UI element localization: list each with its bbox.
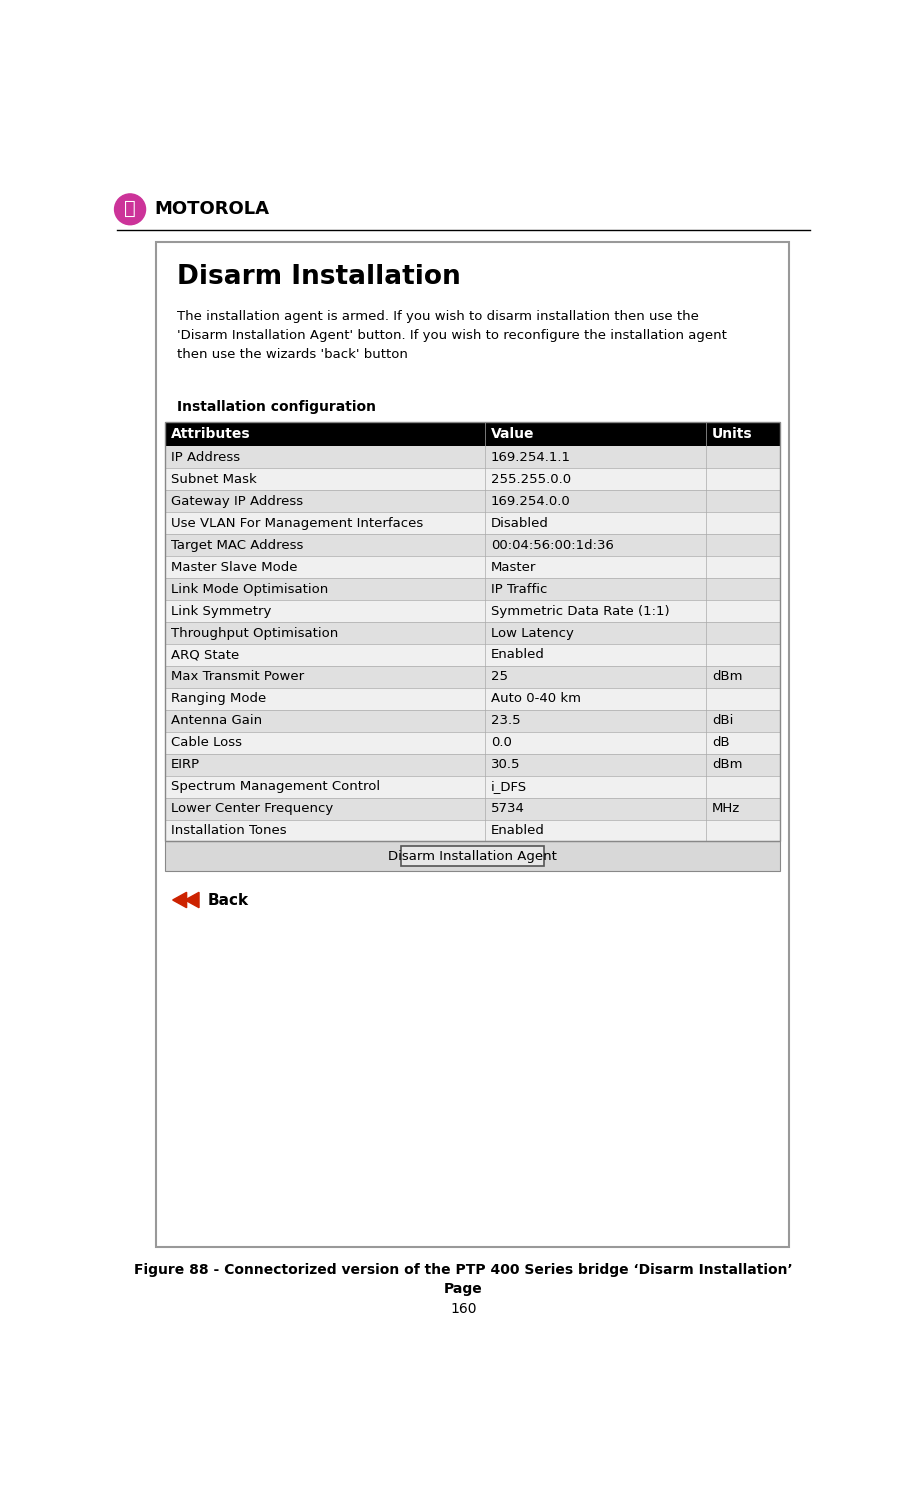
- Text: Lower Center Frequency: Lower Center Frequency: [171, 802, 333, 816]
- Bar: [164, 578, 778, 601]
- Text: Installation configuration: Installation configuration: [177, 400, 376, 414]
- Text: Cable Loss: Cable Loss: [171, 737, 242, 748]
- Text: 160: 160: [450, 1301, 476, 1316]
- Circle shape: [115, 194, 145, 224]
- Text: Units: Units: [712, 427, 751, 441]
- Text: Value: Value: [490, 427, 534, 441]
- Polygon shape: [185, 892, 199, 908]
- Text: Disabled: Disabled: [490, 517, 548, 530]
- Text: Ranging Mode: Ranging Mode: [171, 692, 266, 705]
- Text: IP Address: IP Address: [171, 451, 240, 465]
- Text: 169.254.1.1: 169.254.1.1: [490, 451, 570, 465]
- Bar: [155, 242, 788, 1246]
- Bar: [164, 601, 778, 622]
- Text: dBm: dBm: [712, 671, 741, 683]
- Text: Low Latency: Low Latency: [490, 626, 573, 639]
- Text: dBi: dBi: [712, 714, 732, 728]
- Text: Max Transmit Power: Max Transmit Power: [171, 671, 304, 683]
- Text: Back: Back: [208, 892, 248, 907]
- Text: Enabled: Enabled: [490, 648, 544, 662]
- Text: IP Traffic: IP Traffic: [490, 583, 546, 596]
- Polygon shape: [172, 892, 186, 908]
- Text: dB: dB: [712, 737, 729, 748]
- Bar: [164, 421, 778, 447]
- Text: Installation Tones: Installation Tones: [171, 825, 286, 837]
- Text: Enabled: Enabled: [490, 825, 544, 837]
- Bar: [400, 846, 544, 867]
- Text: Target MAC Address: Target MAC Address: [171, 539, 303, 551]
- Bar: [164, 512, 778, 535]
- Bar: [164, 644, 778, 666]
- Text: Master Slave Mode: Master Slave Mode: [171, 560, 297, 574]
- Text: Symmetric Data Rate (1:1): Symmetric Data Rate (1:1): [490, 605, 668, 617]
- Bar: [164, 535, 778, 556]
- Bar: [164, 798, 778, 820]
- Text: 25: 25: [490, 671, 507, 683]
- Text: MOTOROLA: MOTOROLA: [154, 200, 270, 218]
- Bar: [164, 732, 778, 753]
- Bar: [164, 556, 778, 578]
- Bar: [164, 820, 778, 841]
- Bar: [164, 666, 778, 687]
- Text: Disarm Installation Agent: Disarm Installation Agent: [387, 850, 556, 862]
- Text: Auto 0-40 km: Auto 0-40 km: [490, 692, 580, 705]
- Text: Throughput Optimisation: Throughput Optimisation: [171, 626, 338, 639]
- Bar: [164, 710, 778, 732]
- Bar: [164, 687, 778, 710]
- Bar: [164, 421, 778, 841]
- Bar: [164, 447, 778, 469]
- Bar: [164, 622, 778, 644]
- Bar: [164, 841, 778, 871]
- Text: Subnet Mask: Subnet Mask: [171, 474, 256, 486]
- Bar: [164, 490, 778, 512]
- Text: 169.254.0.0: 169.254.0.0: [490, 495, 570, 508]
- Text: 255.255.0.0: 255.255.0.0: [490, 474, 570, 486]
- Text: i_DFS: i_DFS: [490, 780, 526, 793]
- Text: Master: Master: [490, 560, 535, 574]
- Text: dBm: dBm: [712, 757, 741, 771]
- Text: 30.5: 30.5: [490, 757, 519, 771]
- Text: Use VLAN For Management Interfaces: Use VLAN For Management Interfaces: [171, 517, 423, 530]
- Text: Page: Page: [443, 1282, 482, 1295]
- Text: ARQ State: ARQ State: [171, 648, 239, 662]
- Text: Spectrum Management Control: Spectrum Management Control: [171, 780, 380, 793]
- Text: Figure 88 - Connectorized version of the PTP 400 Series bridge ‘Disarm Installat: Figure 88 - Connectorized version of the…: [134, 1264, 792, 1277]
- Bar: [164, 469, 778, 490]
- Text: The installation agent is armed. If you wish to disarm installation then use the: The installation agent is armed. If you …: [177, 311, 726, 362]
- Text: Attributes: Attributes: [171, 427, 250, 441]
- Text: 5734: 5734: [490, 802, 524, 816]
- Text: 23.5: 23.5: [490, 714, 520, 728]
- Text: EIRP: EIRP: [171, 757, 200, 771]
- Text: Link Mode Optimisation: Link Mode Optimisation: [171, 583, 328, 596]
- Text: Gateway IP Address: Gateway IP Address: [171, 495, 303, 508]
- Bar: [164, 753, 778, 775]
- Bar: [164, 775, 778, 798]
- Text: MHz: MHz: [712, 802, 740, 816]
- Text: Disarm Installation: Disarm Installation: [177, 264, 461, 290]
- Text: Antenna Gain: Antenna Gain: [171, 714, 262, 728]
- Text: 0.0: 0.0: [490, 737, 511, 748]
- Text: Ⓜ: Ⓜ: [124, 199, 135, 218]
- Text: 00:04:56:00:1d:36: 00:04:56:00:1d:36: [490, 539, 613, 551]
- Text: Link Symmetry: Link Symmetry: [171, 605, 271, 617]
